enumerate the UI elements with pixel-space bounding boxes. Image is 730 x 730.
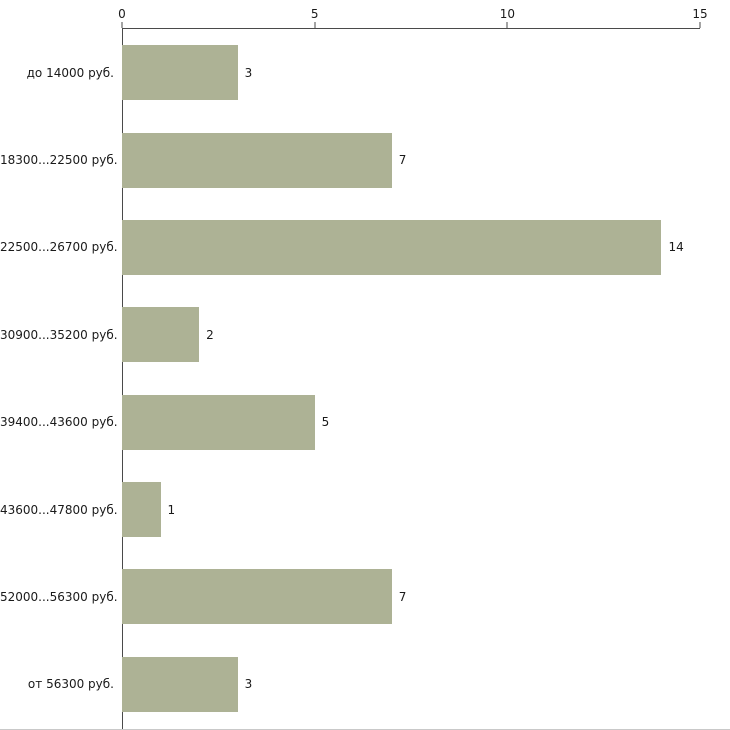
bar-area: 7 [122, 553, 700, 640]
chart-row: 22500...26700 руб. 14 [0, 204, 700, 291]
bar-area: 14 [122, 204, 700, 291]
chart-row: 39400...43600 руб. 5 [0, 379, 700, 466]
tick-mark [314, 22, 316, 28]
x-axis-ticks: 0 5 10 15 [118, 0, 708, 28]
category-label: 43600...47800 руб. [0, 502, 118, 517]
value-label: 7 [398, 153, 407, 168]
x-axis-line [122, 28, 700, 29]
value-label: 7 [398, 589, 407, 604]
tick-label: 15 [692, 7, 708, 21]
bar [122, 569, 392, 625]
bar-area: 7 [122, 116, 700, 203]
chart-row: 52000...56300 руб. 7 [0, 553, 700, 640]
tick-mark [699, 22, 701, 28]
bar-area: 3 [122, 29, 700, 116]
category-label: 52000...56300 руб. [0, 589, 118, 604]
category-label: 18300...22500 руб. [0, 153, 118, 168]
tick-label: 5 [310, 7, 319, 21]
bar [122, 394, 315, 450]
chart-row: 43600...47800 руб. 1 [0, 466, 700, 553]
category-label: 30900...35200 руб. [0, 327, 118, 342]
chart-row: 30900...35200 руб. 2 [0, 291, 700, 378]
value-label: 1 [167, 502, 176, 517]
tick-label: 0 [118, 7, 126, 21]
chart-row: до 14000 руб. 3 [0, 29, 700, 116]
tick-mark [506, 22, 508, 28]
bar-area: 3 [122, 641, 700, 728]
y-axis-line [122, 28, 123, 729]
value-label: 3 [244, 65, 253, 80]
bar [122, 656, 238, 712]
value-label: 2 [206, 327, 214, 342]
value-label: 5 [321, 415, 330, 430]
chart-rows: до 14000 руб. 3 18300...22500 руб. 7 22500..… [0, 29, 700, 728]
bar-area: 5 [122, 379, 700, 466]
category-label: 39400...43600 руб. [0, 415, 118, 430]
value-label: 14 [668, 240, 684, 255]
category-label: до 14000 руб. [26, 65, 114, 80]
tick-label: 10 [499, 7, 515, 21]
category-label: 22500...26700 руб. [0, 240, 118, 255]
bar [122, 219, 662, 275]
bar [122, 132, 392, 188]
bar-area: 1 [122, 466, 700, 553]
bar [122, 482, 161, 538]
chart-row: от 56300 руб. 3 [0, 641, 700, 728]
bar [122, 45, 238, 101]
tick-mark [121, 22, 123, 28]
chart-row: 18300...22500 руб. 7 [0, 116, 700, 203]
bar [122, 307, 200, 363]
bar-area: 2 [122, 291, 700, 378]
category-label: от 56300 руб. [27, 677, 114, 692]
value-label: 3 [244, 677, 253, 692]
